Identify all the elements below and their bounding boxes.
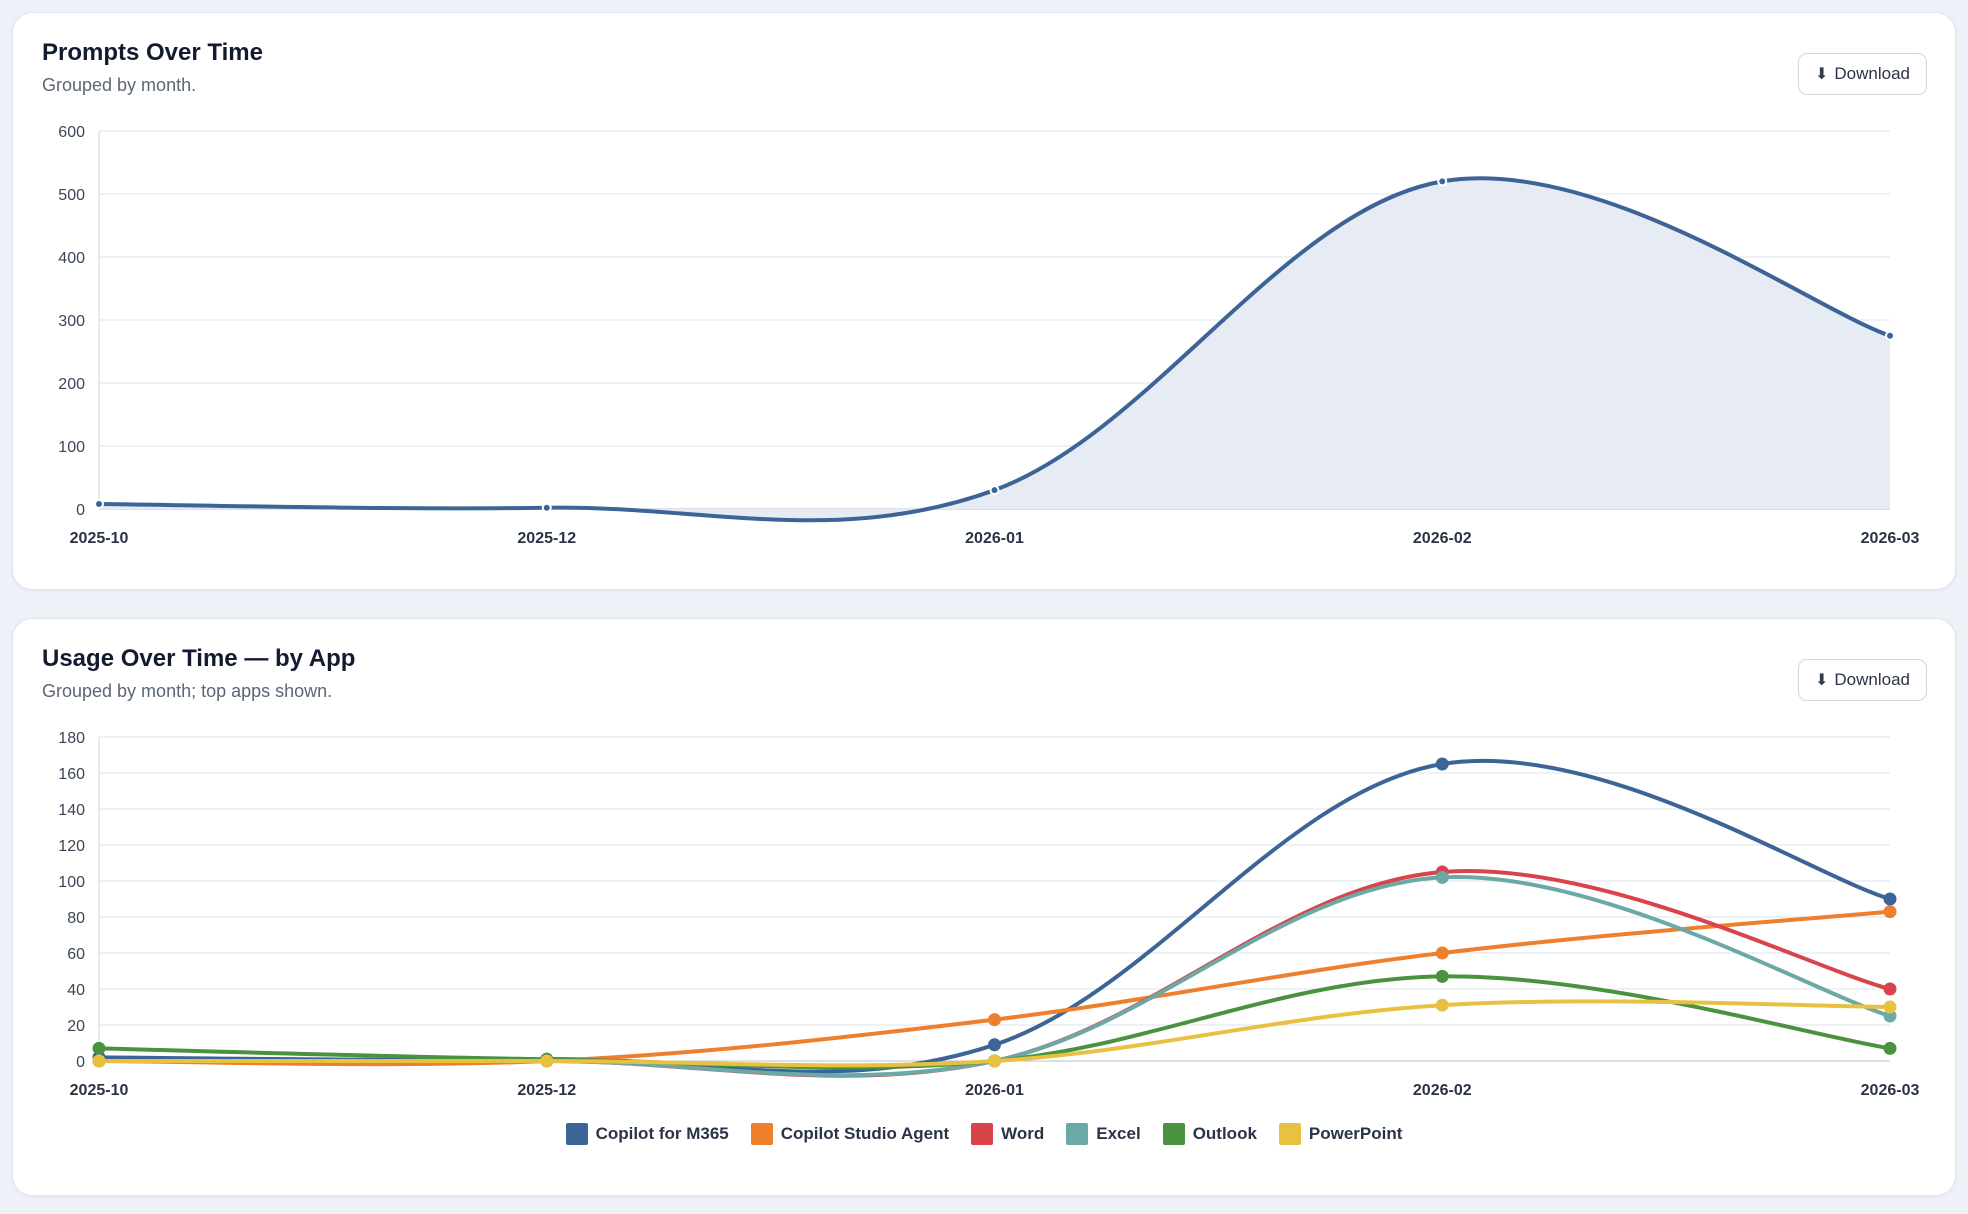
legend-item[interactable]: Copilot Studio Agent xyxy=(750,1123,950,1145)
data-point xyxy=(1883,982,1897,996)
area-fill xyxy=(99,178,1890,521)
y-tick-label: 120 xyxy=(58,838,85,855)
x-tick-label: 2026-03 xyxy=(1861,1082,1920,1099)
data-point xyxy=(92,1041,106,1055)
x-tick-label: 2026-02 xyxy=(1413,1082,1472,1099)
y-tick-label: 200 xyxy=(58,376,85,393)
data-point xyxy=(1883,1000,1897,1014)
y-tick-label: 500 xyxy=(58,187,85,204)
legend-swatch xyxy=(1066,1123,1089,1145)
y-tick-label: 160 xyxy=(58,766,85,783)
data-point xyxy=(1885,330,1895,341)
download-label: Download xyxy=(1834,64,1910,83)
prompts-chart: 0 100 200 300 400 500 600 2025-10 2025-12 2026-01… xyxy=(58,124,1920,547)
chart-legend: Copilot for M365 Copilot Studio Agent Word… xyxy=(13,1123,1955,1145)
y-tick-label: 600 xyxy=(58,124,85,141)
download-arrow-icon: ⬇ xyxy=(1814,66,1829,83)
legend-swatch xyxy=(971,1123,994,1145)
usage-chart: 0 20 40 60 80 100 120 140 160 180 2025-10 2025-12 20… xyxy=(58,730,1920,1099)
data-point xyxy=(1435,757,1449,771)
data-point xyxy=(92,1054,106,1068)
legend-item[interactable]: Copilot for M365 xyxy=(565,1123,729,1145)
x-tick-label: 2026-01 xyxy=(965,530,1024,547)
data-point xyxy=(1435,946,1449,960)
legend-swatch xyxy=(1278,1123,1301,1145)
data-point xyxy=(1435,969,1449,983)
data-point xyxy=(1435,870,1449,884)
series-line xyxy=(97,176,1892,523)
y-tick-label: 180 xyxy=(58,730,85,747)
x-tick-label: 2025-12 xyxy=(517,1082,576,1099)
y-tick-label: 140 xyxy=(58,802,85,819)
card-title: Prompts Over Time xyxy=(42,39,263,66)
data-point xyxy=(988,1038,1001,1052)
y-tick-label: 80 xyxy=(67,910,85,927)
legend-label: Copilot for M365 xyxy=(595,1124,729,1143)
legend-label: PowerPoint xyxy=(1308,1124,1403,1143)
usage-by-app-card: Usage Over Time — by App Grouped by mont… xyxy=(12,618,1956,1196)
legend-item[interactable]: Excel xyxy=(1066,1123,1141,1145)
legend-item[interactable]: PowerPoint xyxy=(1278,1123,1403,1145)
card-subtitle: Grouped by month; top apps shown. xyxy=(42,681,333,701)
legend-swatch xyxy=(1162,1123,1185,1145)
legend-item[interactable]: Word xyxy=(971,1123,1044,1145)
data-point xyxy=(540,1054,554,1068)
card-subtitle: Grouped by month. xyxy=(42,75,197,95)
y-tick-label: 0 xyxy=(76,502,85,519)
download-label: Download xyxy=(1834,670,1910,689)
y-tick-label: 100 xyxy=(58,439,85,456)
data-point xyxy=(1883,1041,1897,1055)
x-tick-label: 2025-10 xyxy=(70,530,129,547)
legend-swatch xyxy=(565,1123,588,1145)
x-tick-label: 2026-02 xyxy=(1413,530,1472,547)
data-point xyxy=(1883,1009,1897,1023)
y-tick-label: 60 xyxy=(67,946,85,963)
prompts-over-time-card: Prompts Over Time Grouped by month. ⬇ Do… xyxy=(12,12,1956,590)
legend-label: Excel xyxy=(1096,1124,1141,1143)
y-tick-label: 400 xyxy=(58,250,85,267)
data-point xyxy=(541,502,552,513)
card-title: Usage Over Time — by App xyxy=(42,645,356,672)
y-tick-label: 100 xyxy=(58,874,85,891)
data-point xyxy=(1883,892,1897,906)
data-point xyxy=(94,498,104,509)
download-button[interactable]: ⬇ Download xyxy=(1797,53,1927,95)
data-point xyxy=(1437,176,1448,187)
legend-item[interactable]: Outlook xyxy=(1162,1123,1257,1145)
data-point xyxy=(988,1013,1001,1027)
y-tick-label: 20 xyxy=(67,1018,85,1035)
x-tick-label: 2026-01 xyxy=(965,1082,1024,1099)
legend-swatch xyxy=(750,1123,773,1145)
x-tick-label: 2025-10 xyxy=(70,1082,129,1099)
legend-label: Outlook xyxy=(1192,1124,1257,1143)
y-tick-label: 300 xyxy=(58,313,85,330)
legend-label: Copilot Studio Agent xyxy=(780,1124,950,1143)
legend-label: Word xyxy=(1001,1124,1045,1143)
data-point xyxy=(1883,905,1897,919)
data-point xyxy=(988,1054,1001,1068)
data-point xyxy=(989,485,1000,496)
y-tick-label: 0 xyxy=(76,1054,85,1071)
download-button[interactable]: ⬇ Download xyxy=(1797,659,1927,701)
data-point xyxy=(1435,998,1449,1012)
download-arrow-icon: ⬇ xyxy=(1814,672,1829,689)
y-tick-label: 40 xyxy=(67,982,85,999)
x-tick-label: 2025-12 xyxy=(517,530,576,547)
x-tick-label: 2026-03 xyxy=(1861,530,1920,547)
